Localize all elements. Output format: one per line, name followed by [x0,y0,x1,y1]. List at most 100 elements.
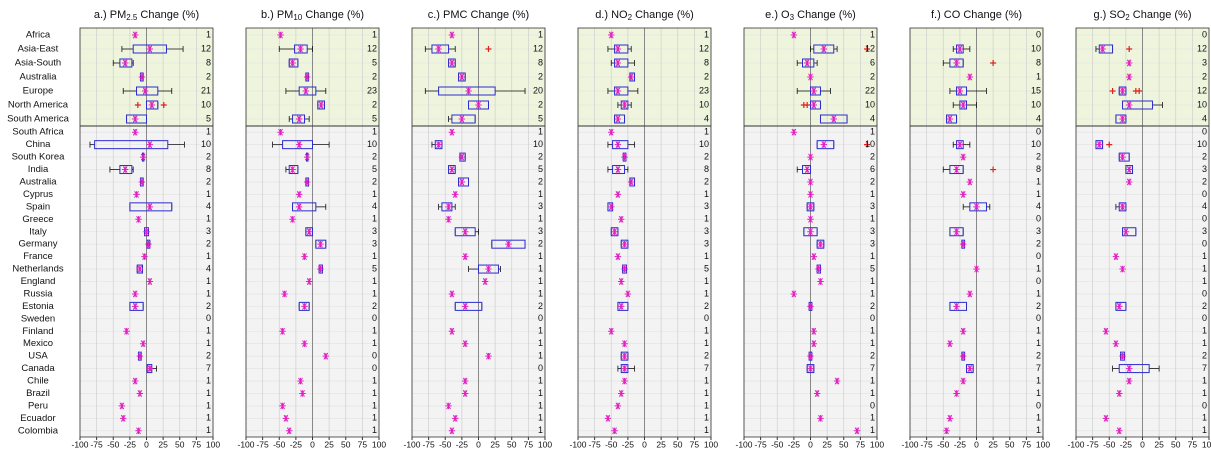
count-label: 1 [704,127,709,137]
count-label: 2 [538,239,543,249]
count-label: 1 [870,288,875,298]
median [462,228,469,236]
median [628,178,635,186]
count-label: 7 [870,363,875,373]
box [315,239,327,249]
count-label: 2 [538,301,543,311]
median [830,115,837,123]
median [279,327,286,335]
x-tick-label: 75 [358,439,368,449]
x-tick-label: -25 [622,439,635,449]
count-label: 8 [704,57,709,67]
count-label: 2 [870,351,875,361]
median [621,340,628,348]
count-label: 1 [372,214,377,224]
row-label: Brazil [26,388,50,399]
median [1116,427,1123,435]
count-label: 1 [538,326,543,336]
count-label: 1 [372,288,377,298]
count-label: 2 [1202,151,1207,161]
x-tick-label: 75 [1022,439,1032,449]
count-label: 1 [206,214,211,224]
box [136,86,159,96]
median [462,390,469,397]
count-label: 0 [1202,288,1207,298]
count-label: 1 [372,251,377,261]
median [618,302,625,310]
median [289,59,296,67]
median [136,390,144,397]
x-tick-label: -100 [569,439,586,449]
row-label: Peru [28,400,48,411]
median [448,427,456,435]
median [475,101,482,109]
count-label: 1 [1036,71,1041,81]
median [618,278,625,285]
x-tick-label: 100 [1202,439,1211,449]
count-label: 5 [372,263,377,273]
median [322,352,329,360]
count-label: 1 [704,388,709,398]
box [119,165,133,175]
count-label: 10 [201,139,211,149]
box [146,100,159,110]
count-label: 1 [870,375,875,385]
count-label: 1 [1036,176,1041,186]
median [807,153,814,161]
count-label: 2 [372,99,377,109]
median [1126,365,1133,373]
count-label: 10 [699,99,709,109]
box [129,202,173,212]
median [608,128,615,136]
median [123,327,130,335]
median [305,278,313,285]
count-label: 2 [704,351,709,361]
median [458,178,466,186]
row-label: Germany [18,239,57,250]
outlier [990,166,997,173]
box [956,44,964,54]
x-tick-label: -50 [937,439,950,449]
count-label: 0 [372,363,377,373]
count-label: 1 [1202,375,1207,385]
box [448,165,456,175]
row-label: Spain [26,201,50,212]
panel-title: c.) PMC Change (%) [428,9,529,21]
count-label: 1 [538,189,543,199]
median [820,45,827,53]
count-label: 0 [1202,400,1207,410]
count-label: 2 [206,351,211,361]
count-label: 1 [206,326,211,336]
median [141,253,148,261]
count-label: 10 [865,139,875,149]
median [146,203,154,211]
count-label: 1 [704,375,709,385]
count-label: 2 [1036,351,1041,361]
x-tick-label: 75 [1188,439,1198,449]
count-label: 12 [1197,85,1207,95]
count-label: 2 [538,176,543,186]
count-label: 1 [704,425,709,435]
box [610,227,619,237]
count-label: 0 [206,313,211,323]
count-label: 7 [1036,363,1041,373]
median [953,228,960,236]
median [279,402,286,410]
box [478,264,499,274]
row-label: Chile [27,376,49,387]
median [1119,352,1126,360]
x-tick-label: 0 [476,439,481,449]
count-label: 1 [372,375,377,385]
count-label: 0 [1036,214,1041,224]
median [611,427,618,435]
median [1126,377,1133,385]
box [1122,227,1137,237]
count-label: 2 [1036,151,1041,161]
median [148,101,156,109]
title-part: 2.5 [126,13,138,22]
median [608,327,615,335]
count-label: 4 [704,113,709,123]
title-part: Change (%) [632,9,694,21]
median [146,365,154,373]
median [973,265,980,273]
